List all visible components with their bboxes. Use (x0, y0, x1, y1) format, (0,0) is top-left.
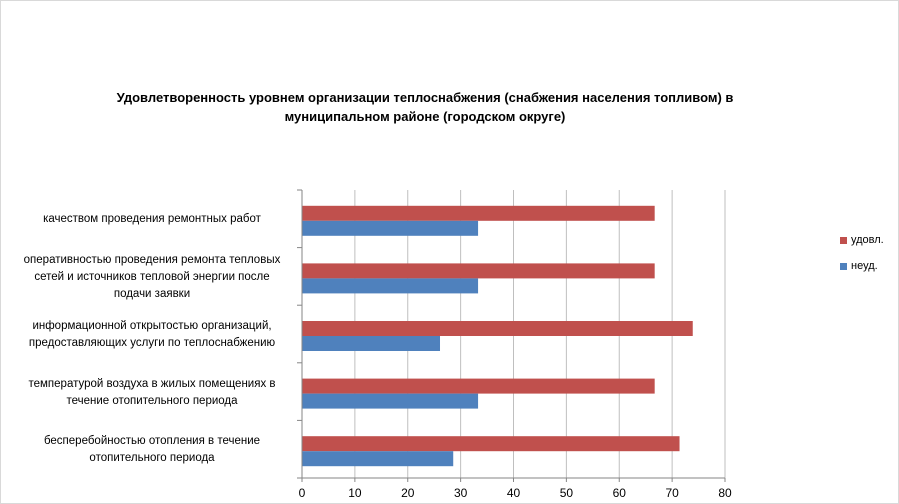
chart-title-line: Удовлетворенность уровнем организации те… (116, 90, 734, 105)
category-label-line: сетей и источников тепловой энергии посл… (34, 270, 270, 283)
bar-satisfied (302, 321, 693, 336)
bar-unsatisfied (302, 393, 479, 409)
category-label: температурой воздуха в жилых помещениях … (7, 376, 297, 410)
x-tick-label: 40 (507, 486, 521, 500)
category-label-line: отопительного периода (89, 452, 215, 465)
x-tick-label: 50 (560, 486, 574, 500)
bar-unsatisfied (302, 278, 479, 294)
bar-satisfied (302, 378, 655, 394)
x-tick-label: 60 (613, 486, 627, 500)
bar-satisfied (302, 263, 655, 279)
x-tick-label: 10 (348, 486, 362, 500)
legend-item: неуд. (840, 259, 884, 273)
legend-swatch (840, 236, 847, 244)
category-label-line: оперативностью проведения ремонта теплов… (23, 253, 281, 266)
legend-swatch (840, 262, 847, 270)
category-label-line: информационной открытостью организаций, (32, 320, 272, 332)
category-label: оперативностью проведения ремонта теплов… (7, 252, 297, 303)
x-tick-label: 70 (665, 486, 679, 500)
category-label-line: бесперебойностью отопления в течение (43, 435, 261, 448)
category-label-line: подачи заявки (113, 287, 191, 300)
bar-unsatisfied (302, 451, 454, 467)
category-label: информационной открытостью организаций, п… (7, 318, 297, 352)
bar-satisfied (302, 436, 680, 452)
legend-label: неуд. (851, 260, 878, 272)
category-label: бесперебойностью отопления в течение отоп… (7, 433, 297, 467)
legend-label: удовл. (851, 234, 884, 246)
legend: удовл. неуд. (840, 233, 884, 285)
category-label: качеством проведения ремонтных работ (7, 211, 297, 228)
legend-item: удовл. (840, 233, 884, 247)
bar-unsatisfied (302, 220, 479, 236)
x-tick-label: 0 (299, 486, 306, 500)
category-label-line: качеством проведения ремонтных работ (43, 213, 261, 226)
category-label-line: предоставляющих услуги по теплоснабжению (28, 337, 276, 349)
category-label-line: температурой воздуха в жилых помещениях … (28, 377, 276, 390)
x-tick-label: 30 (454, 486, 468, 500)
x-tick-label: 20 (401, 486, 415, 500)
category-label-line: течение отопительного периода (66, 394, 238, 407)
bar-unsatisfied (302, 336, 441, 351)
chart-title: Удовлетворенность уровнем организации те… (60, 88, 790, 126)
chart-title-line: муниципальном районе (городском округе) (284, 109, 566, 124)
x-tick-label: 80 (718, 486, 732, 500)
bar-satisfied (302, 205, 655, 221)
